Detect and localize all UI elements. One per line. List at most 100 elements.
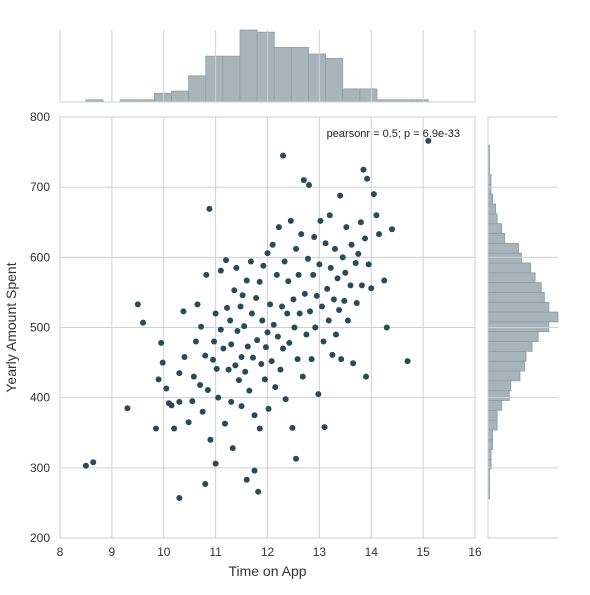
scatter-point [280, 152, 287, 159]
scatter-point [235, 377, 242, 384]
scatter-point [311, 233, 318, 240]
y-hist-bar [487, 252, 522, 264]
y-hist-bar [487, 272, 536, 283]
scatter-point [376, 231, 383, 238]
scatter-point [316, 261, 323, 268]
scatter-point [270, 321, 277, 328]
scatter-point [404, 358, 411, 365]
scatter-point [204, 386, 211, 393]
scatter-point [331, 245, 338, 252]
scatter-point [176, 398, 183, 405]
scatter-point [155, 376, 162, 383]
y-hist-bar [487, 213, 498, 225]
scatter-point [212, 460, 219, 467]
scatter-point [296, 310, 303, 317]
scatter-point [194, 301, 201, 308]
scatter-point [223, 257, 229, 264]
y-hist-bar [487, 439, 493, 450]
scatter-point [279, 303, 286, 310]
scatter-point [239, 292, 246, 299]
scatter-point [228, 398, 235, 405]
scatter-point [255, 488, 262, 495]
scatter-point [284, 310, 291, 317]
scatter-point [287, 217, 294, 224]
scatter-point [290, 296, 297, 303]
scatter-point [360, 166, 367, 173]
scatter-point [303, 331, 310, 338]
scatter-point [325, 317, 332, 324]
scatter-point [383, 324, 390, 331]
scatter-point [237, 303, 244, 310]
scatter-point [334, 275, 341, 282]
scatter-point [180, 308, 187, 315]
scatter-point [332, 331, 339, 338]
y-tick-label: 500 [30, 321, 50, 335]
x-tick-label: 13 [313, 545, 327, 559]
scatter-point [308, 356, 315, 363]
y-hist-bar [487, 341, 533, 352]
y-hist-bar [487, 233, 506, 244]
scatter-point [256, 425, 263, 432]
scatter-point [159, 359, 166, 366]
scatter-point [231, 287, 238, 294]
scatter-point [254, 337, 261, 344]
x-hist-bar [154, 92, 172, 103]
scatter-point [317, 217, 324, 224]
scatter-point [234, 328, 241, 335]
scatter-point [329, 351, 336, 358]
scatter-point [124, 405, 131, 412]
scatter-point [176, 370, 183, 377]
scatter-point [233, 264, 240, 271]
scatter-point [210, 356, 217, 363]
scatter-point [185, 419, 192, 426]
scatter-point [202, 352, 209, 359]
scatter-point [152, 425, 159, 432]
scatter-point [338, 356, 345, 363]
y-tick-label: 600 [30, 250, 50, 264]
x-hist-bar [256, 31, 275, 103]
y-tick-label: 200 [30, 531, 50, 545]
scatter-point [134, 301, 141, 308]
scatter-point [286, 339, 293, 346]
scatter-point [381, 277, 388, 284]
x-axis-title: Time on App [228, 563, 306, 579]
scatter-point [192, 338, 199, 345]
y-hist-bar [487, 282, 542, 293]
scatter-point [176, 495, 183, 502]
scatter-point [324, 285, 331, 292]
scatter-point [215, 394, 222, 401]
scatter-point [353, 299, 360, 306]
scatter-point [326, 212, 333, 219]
scatter-point [301, 290, 308, 297]
scatter-point [238, 353, 245, 360]
y-hist-bar [487, 223, 503, 234]
scatter-point [295, 271, 302, 278]
scatter-point [336, 306, 343, 313]
scatter-point [358, 282, 365, 289]
scatter-point [203, 271, 210, 278]
scatter-point [341, 297, 348, 304]
scatter-point [181, 353, 188, 360]
scatter-point [249, 354, 256, 361]
y-tick-label: 700 [30, 180, 50, 194]
scatter-point [294, 356, 301, 363]
y-hist-bar [487, 193, 493, 205]
scatter-point [220, 345, 227, 352]
scatter-point [312, 324, 319, 331]
y-hist-bar [487, 203, 497, 215]
scatter-point [363, 373, 370, 380]
scatter-point [232, 362, 239, 369]
x-hist-bar [325, 57, 344, 103]
scatter-point [269, 241, 276, 248]
scatter-point [339, 254, 346, 261]
scatter-point [82, 462, 89, 469]
scatter-point [272, 384, 279, 391]
scatter-point [298, 231, 305, 238]
scatter-point [293, 245, 300, 252]
plot-frame [59, 116, 476, 539]
x-hist-bar [171, 90, 190, 103]
scatter-point [368, 285, 375, 292]
scatter-point [322, 240, 329, 247]
scatter-point [140, 319, 146, 326]
